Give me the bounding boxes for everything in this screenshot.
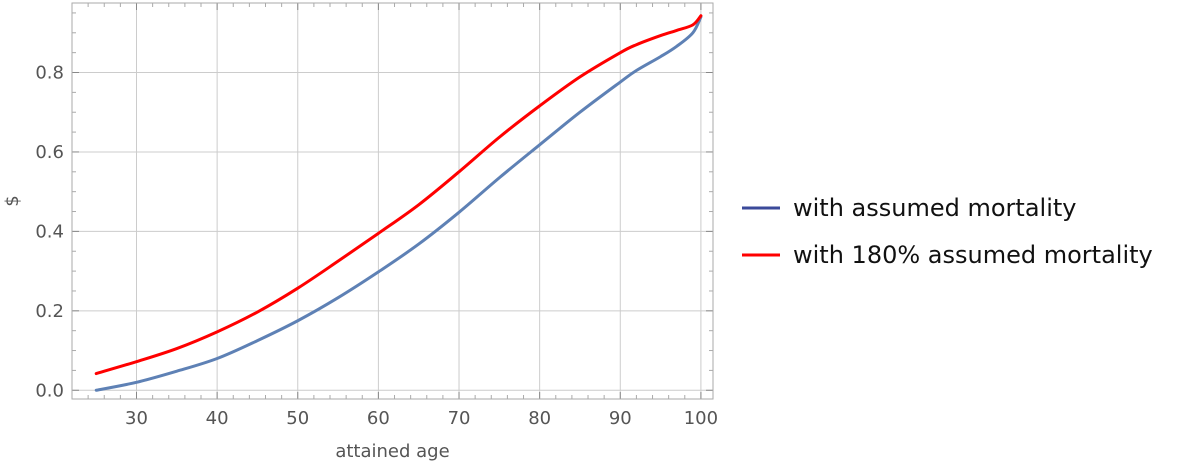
series-layer xyxy=(94,14,703,392)
axis-ticks xyxy=(71,3,713,399)
x-tick-label: 30 xyxy=(125,408,148,429)
legend-entry-label: with assumed mortality xyxy=(793,194,1076,222)
legend: with assumed mortality with 180% assumed … xyxy=(742,194,1153,269)
grid xyxy=(72,3,713,399)
series-line-assumed-mortality xyxy=(94,15,703,392)
y-tick-label: 0.8 xyxy=(35,63,64,84)
plot-frame xyxy=(71,2,714,400)
y-tick-label: 0.2 xyxy=(35,301,64,322)
x-tick-label: 40 xyxy=(206,408,229,429)
y-tick-label: 0.0 xyxy=(35,380,64,401)
tick-labels: 30 40 50 60 70 80 90 100 0.0 0.2 0.4 0.6 0.8 xyxy=(35,63,718,429)
x-tick-label: 50 xyxy=(286,408,309,429)
x-tick-label: 80 xyxy=(528,408,551,429)
x-axis-title: attained age xyxy=(335,441,449,462)
x-tick-label: 100 xyxy=(684,408,718,429)
legend-entry-label: with 180% assumed mortality xyxy=(793,241,1153,269)
y-tick-label: 0.6 xyxy=(35,142,64,163)
series-line-180-assumed-mortality xyxy=(94,14,703,376)
x-tick-label: 70 xyxy=(448,408,471,429)
x-tick-label: 60 xyxy=(367,408,390,429)
y-tick-label: 0.4 xyxy=(35,221,64,242)
x-tick-label: 90 xyxy=(609,408,632,429)
y-axis-title: $ xyxy=(2,195,23,206)
